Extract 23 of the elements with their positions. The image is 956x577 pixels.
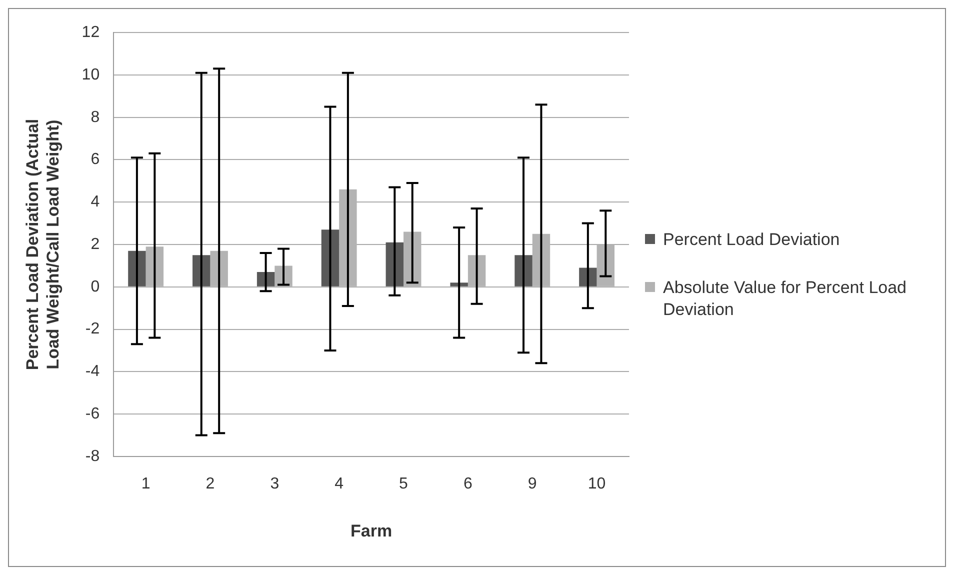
x-tick-label: 3 [270, 475, 280, 492]
y-tick-label: 4 [90, 194, 100, 211]
x-tick-label: 5 [399, 475, 408, 492]
x-tick-label: 4 [334, 475, 344, 492]
x-tick-label: 9 [528, 475, 537, 492]
x-axis-title: Farm [350, 521, 392, 540]
y-tick-label: 6 [90, 151, 100, 168]
x-tick-label: 10 [588, 475, 606, 492]
x-tick-label: 1 [141, 475, 150, 492]
y-tick-label: 8 [90, 108, 100, 126]
y-tick-label: 12 [82, 24, 100, 42]
y-tick-label: -8 [85, 448, 100, 465]
legend-label: Percent Load Deviation [663, 228, 840, 250]
y-tick-label: -6 [85, 405, 100, 422]
y-tick-label: -2 [85, 320, 100, 338]
y-axis-title: Percent Load Deviation (Actual Load Weight/Call Load Weight) [22, 118, 62, 370]
legend-label: Absolute Value for Percent Load Deviation [663, 276, 908, 320]
y-tick-label: 0 [90, 278, 100, 296]
y-tick-label: 10 [82, 66, 100, 84]
x-tick-label: 2 [206, 475, 215, 492]
y-tick-label: -4 [85, 363, 100, 380]
x-tick-label: 6 [463, 475, 472, 492]
y-tick-label: 2 [90, 236, 100, 253]
